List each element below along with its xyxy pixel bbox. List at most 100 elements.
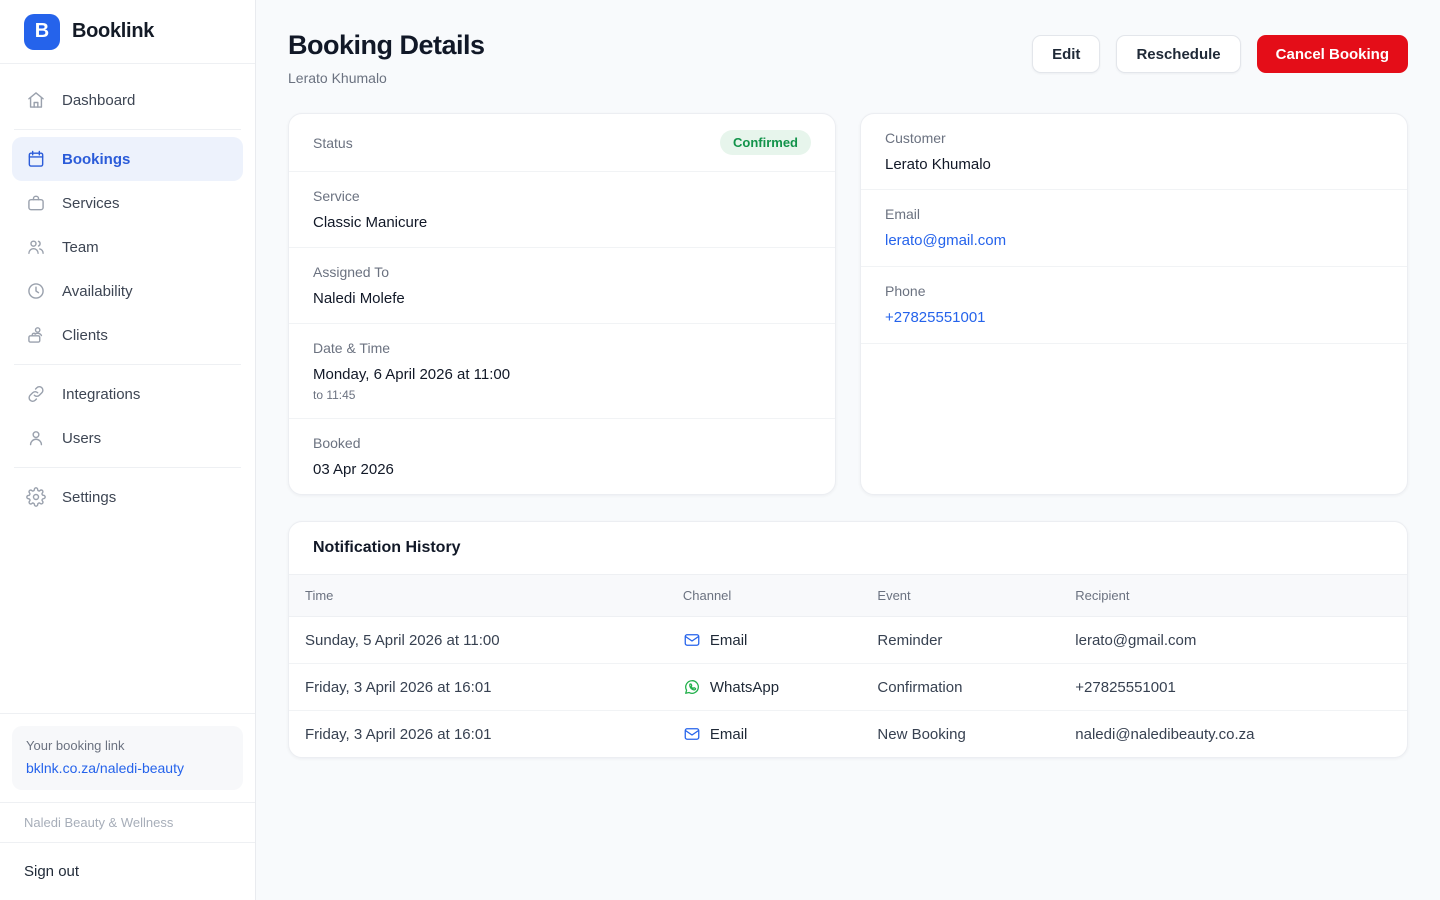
column-header-event: Event [877,588,911,603]
link-icon [28,386,44,402]
customer-phone-link[interactable]: +27825551001 [885,309,986,326]
header-actions: Edit Reschedule Cancel Booking [1032,35,1408,73]
nav-divider [14,467,241,468]
customer-email-link[interactable]: lerato@gmail.com [885,232,1007,249]
business-name: Naledi Beauty & Wellness [0,802,255,843]
home-icon [28,92,44,108]
edit-button[interactable]: Edit [1032,35,1101,73]
nav-divider [14,129,241,130]
column-header-channel: Channel [682,588,732,603]
assigned-to-row: Assigned To Naledi Molefe [289,248,835,324]
table-header-row: Time Channel Event Recipient [289,574,1407,617]
page-subtitle: Lerato Khumalo [288,70,387,86]
detail-cards-row: Status Confirmed Service Classic Manicur… [288,113,1408,495]
customer-label: Customer [885,130,946,146]
booking-link-label: Your booking link [26,738,125,753]
sidebar-item-label: Clients [62,326,108,344]
channel-label: Email [709,631,748,649]
sidebar-item-label: Services [62,194,120,212]
notification-time: Sunday, 5 April 2026 at 11:00 [305,631,500,649]
customer-row: Customer Lerato Khumalo [861,114,1407,190]
channel-label: WhatsApp [709,678,780,696]
service-label: Service [313,188,360,204]
page-header: Booking Details Lerato Khumalo Edit Resc… [288,30,1408,86]
app-name: Booklink [72,20,155,42]
sidebar-item-dashboard[interactable]: Dashboard [12,78,243,122]
briefcase-icon [28,195,44,211]
cancel-booking-button[interactable]: Cancel Booking [1256,35,1408,73]
sidebar-item-team[interactable]: Team [12,225,243,269]
sidebar-item-label: Bookings [62,150,131,168]
notification-channel: WhatsApp [667,664,862,710]
logo-mark-icon: B [24,13,60,50]
table-row: Sunday, 5 April 2026 at 11:00 Email Remi… [289,617,1407,664]
notification-recipient: naledi@naledibeauty.co.za [1075,725,1255,743]
email-label: Email [885,206,921,222]
table-row: Friday, 3 April 2026 at 16:01 Email New … [289,711,1407,757]
sidebar-item-label: Users [62,429,102,447]
service-row: Service Classic Manicure [289,172,835,248]
sidebar-item-label: Team [62,238,99,256]
user-icon [29,431,43,446]
booking-detail-card: Status Confirmed Service Classic Manicur… [288,113,836,495]
sidebar-item-bookings[interactable]: Bookings [12,137,243,181]
gear-icon [26,487,46,507]
service-value: Classic Manicure [313,214,428,231]
sidebar-item-label: Settings [62,488,117,506]
notification-channel: Email [667,711,862,757]
status-row: Status Confirmed [289,114,835,172]
datetime-value: Monday, 6 April 2026 at 11:00 [313,366,511,383]
customer-name: Lerato Khumalo [885,156,991,173]
status-badge: Confirmed [720,130,811,155]
page-title: Booking Details [288,30,485,60]
column-header-recipient: Recipient [1075,588,1130,603]
booking-link-url[interactable]: bklnk.co.za/naledi-beauty [26,760,184,776]
clock-icon [28,283,44,299]
notification-time: Friday, 3 April 2026 at 16:01 [305,725,492,743]
assigned-to-label: Assigned To [313,264,390,280]
booked-row: Booked 03 Apr 2026 [289,419,835,494]
status-label: Status [313,134,353,151]
reschedule-button[interactable]: Reschedule [1116,35,1241,73]
booked-value: 03 Apr 2026 [313,461,394,478]
sign-out-button[interactable]: Sign out [24,863,80,880]
notification-event: Confirmation [877,678,963,696]
notification-history-title: Notification History [313,539,461,556]
datetime-end: to 11:45 [313,388,356,402]
sidebar-item-label: Availability [62,282,133,300]
sidebar: B Booklink Dashboard Bookings Services T… [0,0,256,900]
phone-row: Phone +27825551001 [861,267,1407,344]
sidebar-item-integrations[interactable]: Integrations [12,372,243,416]
sidebar-item-users[interactable]: Users [12,416,243,460]
whatsapp-icon [683,678,701,696]
email-row: Email lerato@gmail.com [861,190,1407,267]
notification-channel: Email [667,617,862,663]
team-icon [28,240,44,254]
main-content: Booking Details Lerato Khumalo Edit Resc… [256,0,1440,900]
client-icon [28,327,43,343]
sidebar-item-clients[interactable]: Clients [12,313,243,357]
column-header-time: Time [305,588,334,603]
notification-recipient: +27825551001 [1075,678,1176,696]
table-row: Friday, 3 April 2026 at 16:01 WhatsApp C… [289,664,1407,711]
notification-recipient: lerato@gmail.com [1075,631,1197,649]
notification-time: Friday, 3 April 2026 at 16:01 [305,678,492,696]
sidebar-item-services[interactable]: Services [12,181,243,225]
booked-label: Booked [313,435,361,451]
datetime-label: Date & Time [313,340,391,356]
app-logo: B Booklink [0,0,255,64]
email-icon [683,725,701,743]
booking-link-box: Your booking link bklnk.co.za/naledi-bea… [12,726,243,790]
channel-label: Email [709,725,748,743]
sidebar-item-label: Integrations [62,385,141,403]
sidebar-item-settings[interactable]: Settings [12,475,243,519]
nav-divider [14,364,241,365]
calendar-icon [28,150,44,167]
assigned-to-value: Naledi Molefe [313,290,405,307]
sidebar-nav: Dashboard Bookings Services Team Availab… [0,64,255,519]
customer-card: Customer Lerato Khumalo Email lerato@gma… [860,113,1408,495]
sidebar-item-availability[interactable]: Availability [12,269,243,313]
email-icon [683,631,701,649]
phone-label: Phone [885,283,926,299]
